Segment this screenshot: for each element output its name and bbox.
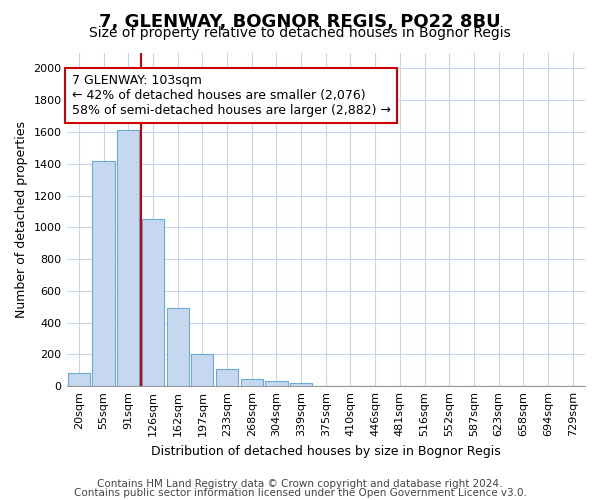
Text: Contains public sector information licensed under the Open Government Licence v3: Contains public sector information licen… — [74, 488, 526, 498]
Bar — [167, 308, 189, 386]
Bar — [216, 370, 238, 386]
Y-axis label: Number of detached properties: Number of detached properties — [15, 121, 28, 318]
Text: Size of property relative to detached houses in Bognor Regis: Size of property relative to detached ho… — [89, 26, 511, 40]
Text: 7 GLENWAY: 103sqm
← 42% of detached houses are smaller (2,076)
58% of semi-detac: 7 GLENWAY: 103sqm ← 42% of detached hous… — [72, 74, 391, 117]
Bar — [68, 374, 90, 386]
Text: Contains HM Land Registry data © Crown copyright and database right 2024.: Contains HM Land Registry data © Crown c… — [97, 479, 503, 489]
Bar — [191, 354, 214, 386]
Bar — [117, 130, 139, 386]
Text: 7, GLENWAY, BOGNOR REGIS, PO22 8BU: 7, GLENWAY, BOGNOR REGIS, PO22 8BU — [99, 12, 501, 30]
Bar — [290, 382, 312, 386]
Bar — [142, 220, 164, 386]
Bar — [92, 160, 115, 386]
Bar — [241, 378, 263, 386]
X-axis label: Distribution of detached houses by size in Bognor Regis: Distribution of detached houses by size … — [151, 444, 500, 458]
Bar — [265, 380, 287, 386]
